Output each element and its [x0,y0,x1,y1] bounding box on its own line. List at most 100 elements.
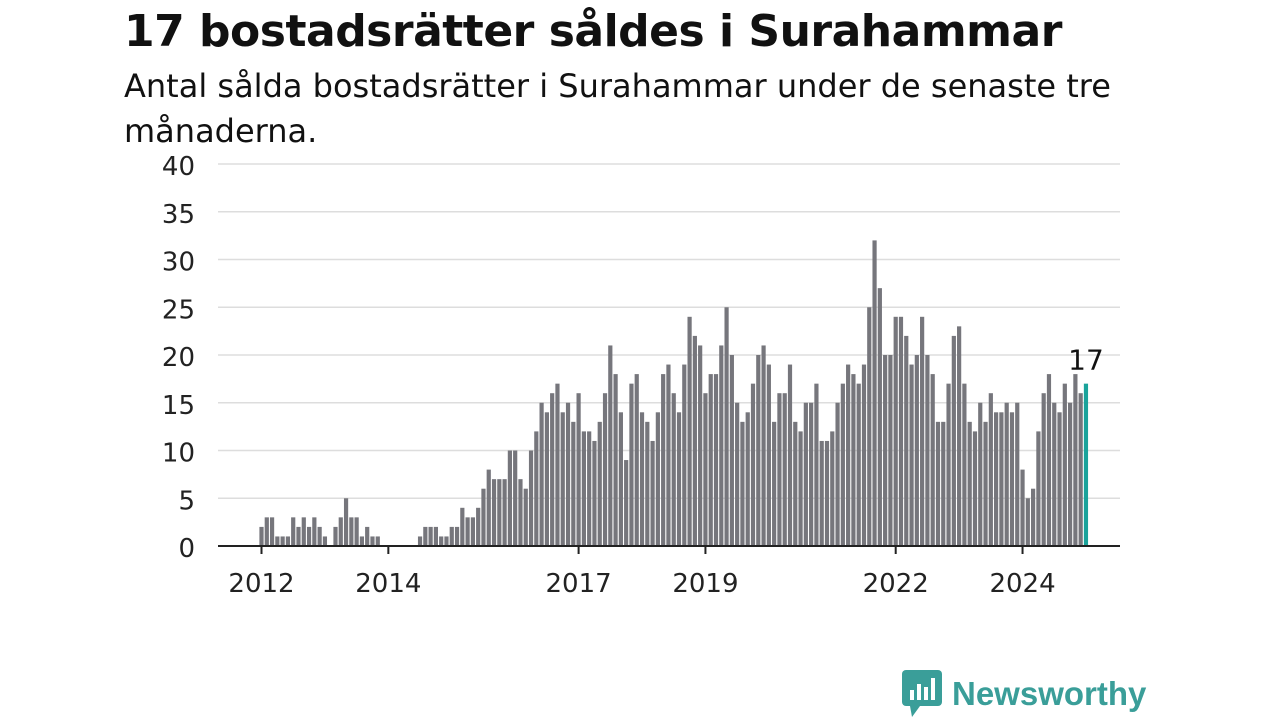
bar [502,479,507,546]
bar [935,421,941,546]
bar [275,536,280,546]
bar [761,345,766,546]
bar [544,412,549,546]
bar [830,431,835,546]
bar [904,335,909,546]
bar [491,479,497,546]
y-tick-label: 25 [162,295,195,325]
bar [930,374,935,546]
bar [333,526,338,546]
bar [877,288,882,546]
y-tick-label: 15 [162,391,195,421]
bar [920,316,925,546]
bar [470,517,475,546]
bar [898,316,904,546]
bar [1057,412,1062,546]
bar [724,307,729,546]
annotations: 17 [1068,344,1104,377]
bar [523,488,528,546]
latest-value-label: 17 [1068,344,1104,377]
bar [719,345,724,546]
y-tick-label: 0 [178,534,195,564]
bar [909,364,914,546]
bar [338,517,343,546]
bar [624,460,629,546]
bar [793,421,798,546]
bar [846,364,851,546]
bar [296,526,301,546]
bar [835,402,840,546]
bar [560,412,565,546]
bar [750,383,756,546]
bar [1041,393,1046,546]
bar [534,431,539,546]
bar [893,316,898,546]
bar [370,536,375,546]
bar [999,412,1004,546]
bar [782,393,787,546]
bar [1073,374,1078,546]
bar [497,479,502,546]
bar [634,374,639,546]
bar [856,383,861,546]
newsworthy-logo: Newsworthy [902,670,1146,718]
bar [639,412,645,546]
bar [745,412,750,546]
bar [592,440,597,546]
bar [629,383,634,546]
bar [729,355,734,546]
y-tick-label: 10 [162,439,195,469]
bar [269,517,275,546]
bar [306,526,312,546]
bar [280,536,285,546]
bar [1036,431,1041,546]
bar [565,402,571,546]
bar [867,307,872,546]
x-tick-label: 2012 [228,569,294,599]
bar [914,355,919,546]
bar [1031,488,1036,546]
bar [571,421,576,546]
chart-title: 17 bostadsrätter såldes i Surahammar [124,6,1062,57]
bar-chart-speech-bubble-icon [902,670,942,717]
bar [819,440,824,546]
bar [888,355,893,546]
bar [587,431,592,546]
x-tick-label: 2017 [546,569,612,599]
y-tick-label: 5 [178,486,195,516]
bar [972,431,978,546]
bar [285,536,291,546]
bar [682,364,687,546]
bar [687,316,692,546]
bar [1009,412,1015,546]
bar [365,526,370,546]
x-tick-label: 2014 [355,569,421,599]
bar [444,536,449,546]
bar [946,383,951,546]
bar [824,440,830,546]
bar [962,383,967,546]
bar [608,345,613,546]
bar [798,431,803,546]
bar [1004,402,1009,546]
bar [317,526,322,546]
bar [676,412,682,546]
bar [433,526,438,546]
bar [507,450,512,546]
bar [872,240,877,546]
bar [1046,374,1052,546]
x-tick-label: 2019 [672,569,738,599]
bar [1015,402,1020,546]
bar [809,402,814,546]
bar [359,536,365,546]
bar [787,364,793,546]
bar [486,469,491,546]
bar [861,364,867,546]
bar [597,421,602,546]
bar [417,536,423,546]
bar [1068,402,1073,546]
bar [957,326,962,546]
bar [460,507,465,546]
x-tick-label: 2024 [989,569,1055,599]
